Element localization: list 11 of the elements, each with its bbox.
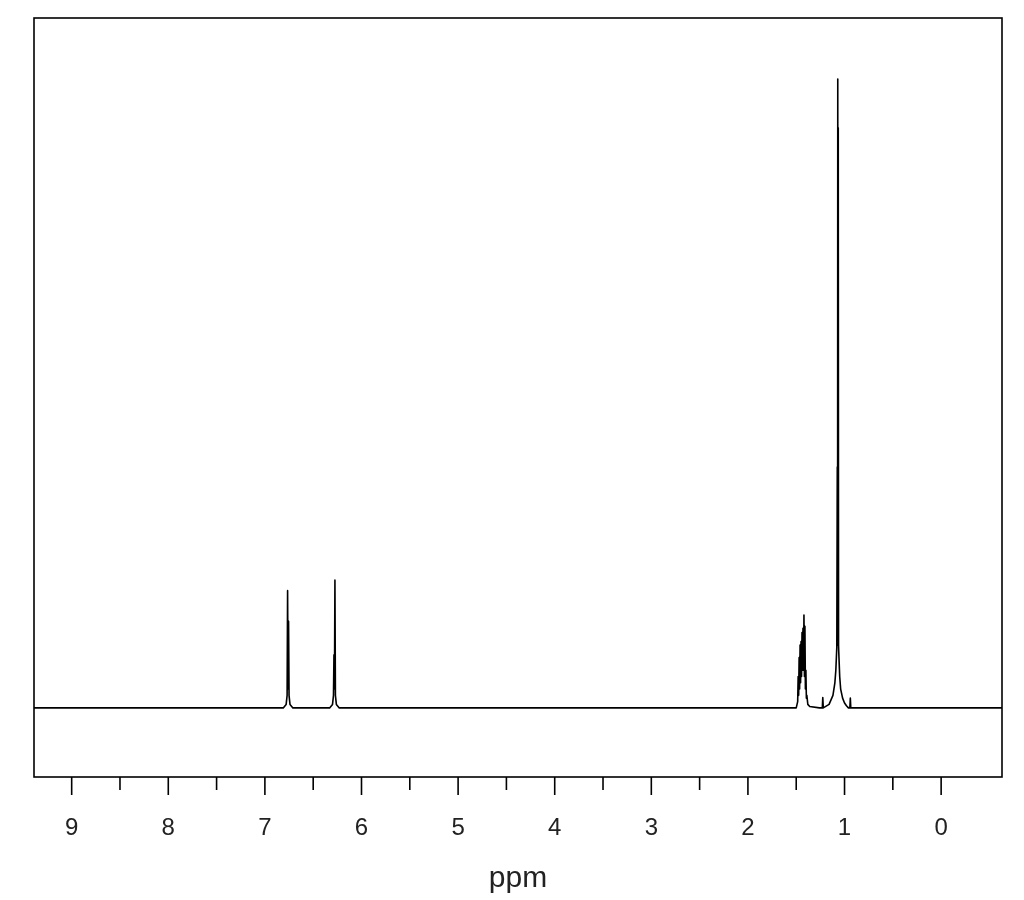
x-tick-label: 8 [161,813,175,840]
x-tick-label: 3 [644,813,658,840]
x-tick-label: 7 [258,813,272,840]
x-tick-label: 5 [451,813,465,840]
x-axis-title: ppm [488,860,548,893]
x-tick-label: 2 [741,813,755,840]
x-tick-label: 9 [65,813,79,840]
x-tick-label: 6 [354,813,369,840]
x-tick-label: 4 [548,813,562,840]
x-tick-label: 1 [837,813,852,840]
x-tick-label: 0 [934,813,948,840]
